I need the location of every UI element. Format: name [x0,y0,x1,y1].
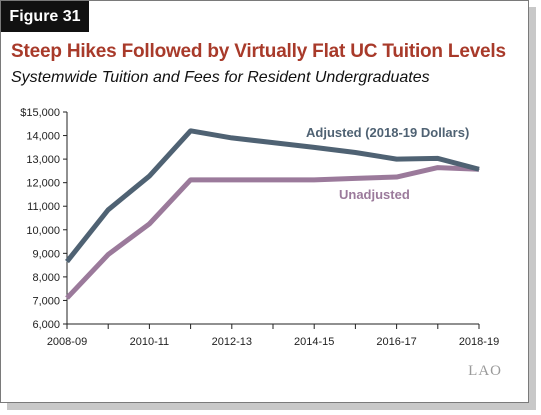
data-point [478,168,480,170]
data-point [313,146,315,148]
y-tick-label: 11,000 [27,201,60,213]
data-point [396,158,398,160]
x-tick-label: 2016-17 [376,336,416,348]
data-point [190,179,192,181]
data-point [190,130,192,132]
x-tick-label: 2012-13 [212,336,252,348]
x-tick-label: 2018-19 [459,336,499,348]
series-line-unadjusted [65,165,480,300]
series-lines [65,128,480,300]
series-label-unadjusted: Unadjusted [339,187,410,202]
data-point [66,297,68,299]
data-point [231,179,233,181]
line-chart: $15,000 14,000 13,000 12,000 11,000 10,000 9,0… [20,107,499,348]
y-tick-label: 14,000 [26,131,60,143]
y-tick-label: 9,000 [32,248,60,260]
data-point [354,177,356,179]
data-point [272,142,274,144]
data-point [437,157,439,159]
data-point [313,179,315,181]
x-axis: 2008-09 2010-11 2012-13 2014-15 2016-17 2018-… [47,323,499,348]
x-tick-label: 2010-11 [130,336,170,348]
data-point [148,223,150,225]
data-point [66,261,68,263]
chart-title: Steep Hikes Followed by Virtually Flat U… [11,41,506,62]
lao-logo: LAO [468,363,502,379]
chart-subtitle: Systemwide Tuition and Fees for Resident… [11,69,430,86]
y-axis: $15,000 14,000 13,000 12,000 11,000 10,000 9,0… [20,107,68,331]
y-tick-label: 12,000 [26,178,60,190]
data-point [148,175,150,177]
figure-label: Figure 31 [1,1,89,32]
y-ticks: $15,000 14,000 13,000 12,000 11,000 10,000 9,0… [20,107,67,331]
series-label-adjusted: Adjusted (2018-19 Dollars) [306,125,469,140]
y-tick-label: 8,000 [32,272,60,284]
figure-frame: Figure 31 Steep Hikes Followed by Virtua… [0,0,529,403]
x-ticks: 2008-09 2010-11 2012-13 2014-15 2016-17 2018-… [47,324,499,348]
data-point [231,137,233,139]
x-tick-label: 2008-09 [47,336,87,348]
data-point [437,167,439,169]
data-point [396,176,398,178]
y-tick-label: 10,000 [26,225,60,237]
data-point [354,152,356,154]
data-point [107,254,109,256]
data-point [272,179,274,181]
y-tick-label: 7,000 [32,295,60,307]
x-tick-label: 2014-15 [294,336,334,348]
y-tick-label: 6,000 [32,319,60,331]
y-tick-label: $15,000 [20,107,60,119]
data-point [107,209,109,211]
y-tick-label: 13,000 [26,154,60,166]
